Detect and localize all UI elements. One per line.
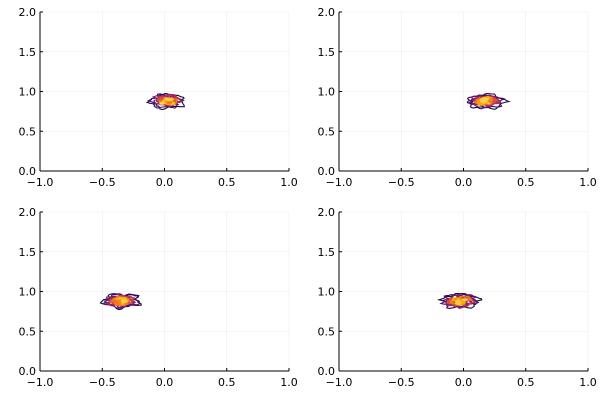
y-tick-label: 0.0 [19, 365, 37, 378]
x-tick-label: −0.5 [388, 176, 415, 189]
subplot-2: −1.0 −0.5 0.0 0.5 1.0 0.0 0.5 1.0 1.5 2.0 [318, 6, 597, 189]
contour-series [466, 92, 511, 110]
x-tick-label: 0.0 [156, 176, 174, 189]
contour-line [462, 298, 468, 302]
x-tick-label: 1.0 [280, 176, 298, 189]
subplot-1: −1.0 −0.5 0.0 0.5 1.0 0.0 0.5 1.0 1.5 2.0 [19, 6, 298, 189]
y-tick-label: 0.5 [318, 325, 336, 338]
y-tick-label: 2.0 [318, 6, 336, 19]
x-tick-label: 0.5 [517, 176, 535, 189]
contour-series [99, 293, 142, 311]
y-tick-label: 2.0 [19, 6, 37, 19]
y-tick-label: 0.5 [318, 125, 336, 138]
y-tick-label: 1.0 [19, 86, 37, 99]
x-tick-label: 0.0 [156, 376, 174, 389]
y-tick-label: 1.5 [19, 46, 37, 59]
y-tick-label: 1.0 [318, 286, 336, 299]
x-tick-label: 0.5 [218, 176, 236, 189]
y-tick-label: 0.0 [318, 365, 336, 378]
y-tick-label: 0.0 [19, 165, 37, 178]
x-tick-label: −0.5 [388, 376, 415, 389]
x-tick-label: 0.0 [455, 176, 473, 189]
y-tick-label: 1.5 [318, 46, 336, 59]
x-tick-label: 1.0 [280, 376, 298, 389]
y-tick-label: 1.0 [19, 286, 37, 299]
x-tick-label: −0.5 [89, 376, 116, 389]
y-tick-label: 1.0 [318, 86, 336, 99]
y-tick-label: 2.0 [19, 206, 37, 219]
y-tick-label: 0.0 [318, 165, 336, 178]
contour-peak [479, 97, 488, 104]
x-tick-label: −1.0 [27, 376, 54, 389]
x-tick-label: −1.0 [27, 176, 54, 189]
y-tick-label: 2.0 [318, 206, 336, 219]
x-tick-label: 0.0 [455, 376, 473, 389]
contour-series [436, 293, 483, 309]
x-tick-label: −1.0 [326, 376, 353, 389]
contour-line [466, 92, 511, 110]
contour-peak [455, 299, 462, 306]
contour-series [145, 93, 185, 111]
contour-peak [488, 98, 494, 104]
contour-line [486, 102, 492, 105]
contour-peak [120, 299, 128, 304]
contour-peak [165, 97, 175, 102]
x-tick-label: 1.0 [579, 376, 597, 389]
y-tick-label: 0.5 [19, 325, 37, 338]
x-tick-label: 0.5 [218, 376, 236, 389]
x-tick-label: −0.5 [89, 176, 116, 189]
x-tick-label: 1.0 [579, 176, 597, 189]
y-tick-label: 0.5 [19, 125, 37, 138]
x-tick-label: 0.5 [517, 376, 535, 389]
subplot-4: −1.0 −0.5 0.0 0.5 1.0 0.0 0.5 1.0 1.5 2.0 [318, 206, 597, 389]
subplot-3: −1.0 −0.5 0.0 0.5 1.0 0.0 0.5 1.0 1.5 2.0 [19, 206, 298, 389]
y-tick-label: 1.5 [318, 246, 336, 259]
y-tick-label: 1.5 [19, 246, 37, 259]
x-tick-label: −1.0 [326, 176, 353, 189]
contour-peak [113, 299, 122, 307]
